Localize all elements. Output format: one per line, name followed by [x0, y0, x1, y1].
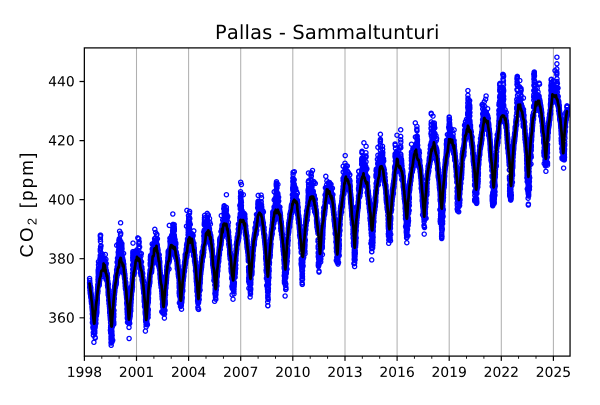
svg-text:CO2 [ppm]: CO2 [ppm]: [16, 150, 40, 257]
